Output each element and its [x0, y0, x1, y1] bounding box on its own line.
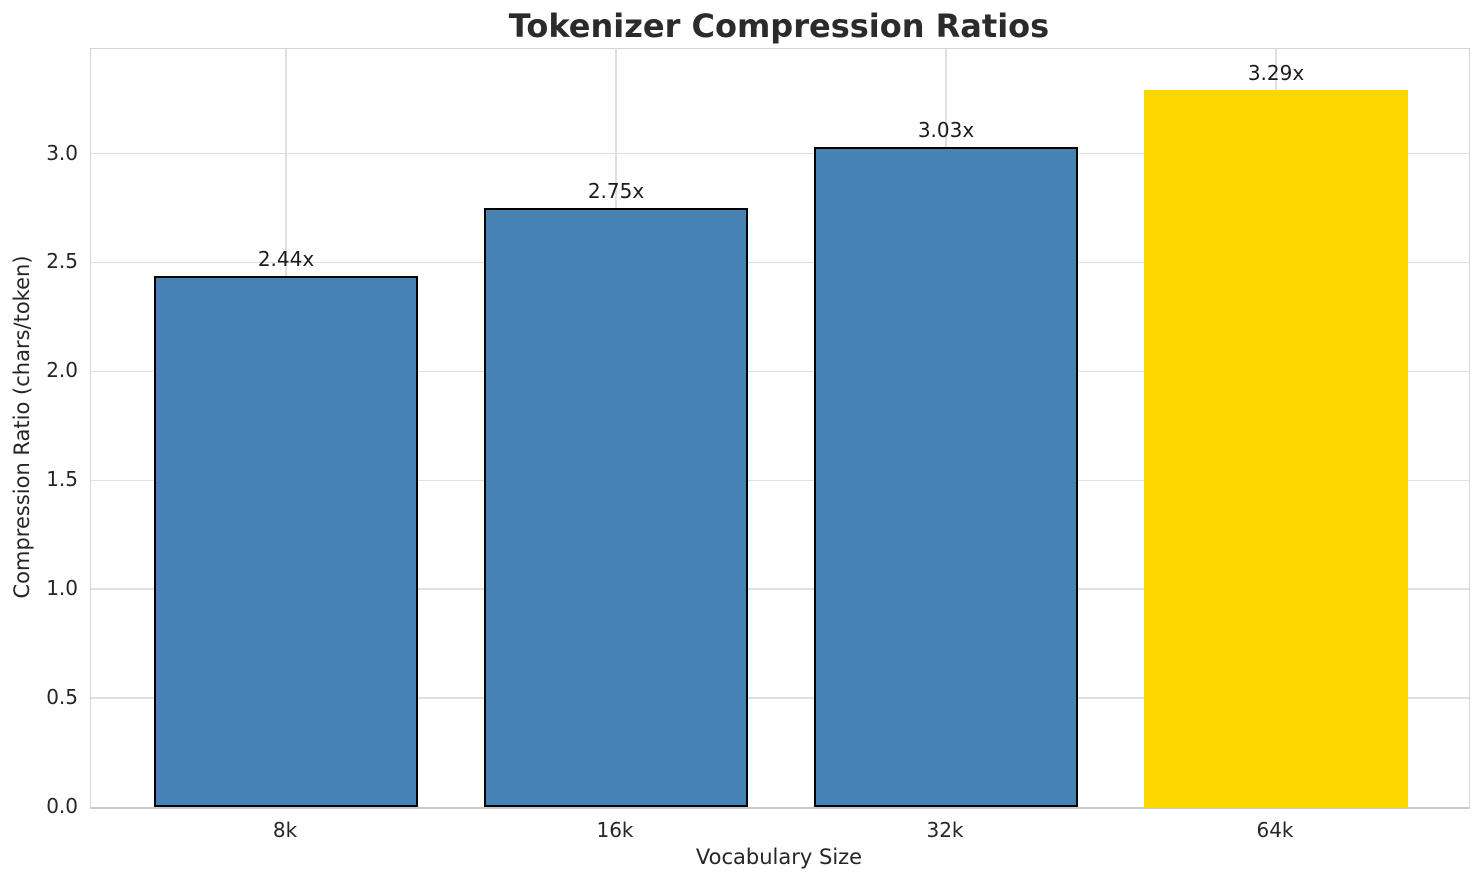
- y-gridline: [91, 370, 1469, 373]
- y-tick-label: 1.0: [46, 576, 78, 601]
- y-tick-label: 2.5: [46, 249, 78, 274]
- y-tick-label: 3.0: [46, 140, 78, 165]
- y-tick-label: 0.5: [46, 685, 78, 710]
- plot-area: 2.44x 2.75x 3.03x 3.29x: [90, 48, 1470, 809]
- y-gridline: [91, 479, 1469, 482]
- bar: [1144, 90, 1408, 807]
- y-gridline: [91, 152, 1469, 155]
- y-gridline: [91, 261, 1469, 264]
- bar-value-label: 3.29x: [1247, 61, 1305, 86]
- y-tick-label: 1.5: [46, 467, 78, 492]
- x-axis-label: Vocabulary Size: [695, 845, 863, 869]
- x-tick-label: 16k: [596, 818, 634, 842]
- y-axis-label: Compression Ratio (chars/token): [10, 255, 34, 599]
- y-gridline: [91, 697, 1469, 699]
- bar: [814, 147, 1078, 807]
- chart-title: Tokenizer Compression Ratios: [508, 7, 1050, 45]
- x-tick-label: 64k: [1256, 818, 1294, 842]
- x-tick-label: 8k: [272, 818, 298, 842]
- bar: [484, 208, 748, 807]
- bar-value-label: 2.44x: [257, 246, 315, 271]
- bar-value-label: 2.75x: [587, 179, 645, 203]
- bar: [154, 275, 418, 807]
- y-gridline: [91, 588, 1469, 590]
- y-tick-label: 2.0: [46, 358, 78, 383]
- x-tick-label: 32k: [926, 818, 964, 842]
- y-tick-label: 0.0: [46, 794, 78, 818]
- bar-value-label: 3.03x: [917, 118, 975, 143]
